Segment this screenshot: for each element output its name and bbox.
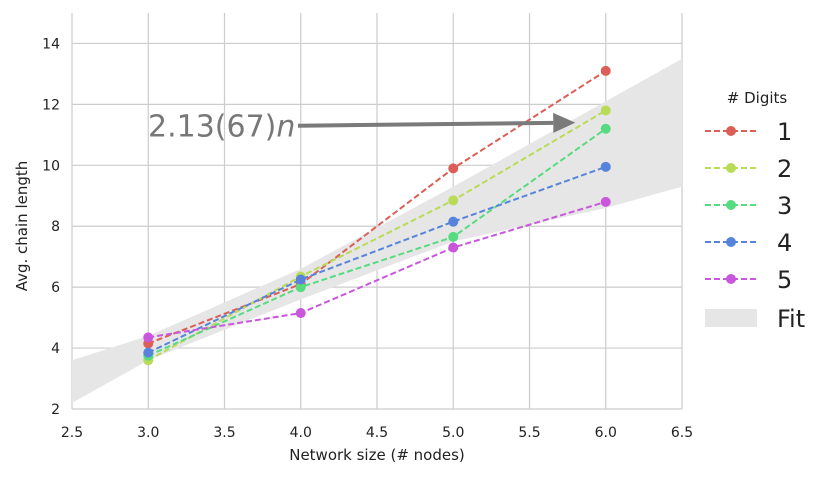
x-tick-label: 4.0: [290, 425, 312, 441]
legend-title: # Digits: [727, 89, 788, 107]
data-point: [295, 274, 306, 285]
x-ticks: 2.5 3.0 3.5 4.0 4.5 5.0 5.5 6.0 6.5: [61, 425, 693, 441]
series-5: [143, 196, 611, 343]
y-tick-label: 6: [51, 280, 60, 296]
y-tick-label: 12: [42, 97, 60, 113]
y-axis-label: Avg. chain length: [13, 161, 31, 292]
legend-label: 5: [777, 266, 792, 294]
legend-label: 3: [777, 192, 792, 220]
legend: # Digits 1 2 3 4 5 Fit: [705, 89, 805, 333]
legend-item-1: 1: [705, 118, 792, 146]
data-point: [448, 242, 459, 253]
series-lines: [143, 65, 611, 366]
legend-item-2: 2: [705, 155, 792, 183]
legend-item-4: 4: [705, 229, 792, 257]
x-tick-label: 6.0: [595, 425, 617, 441]
series-4: [143, 161, 611, 358]
series-line: [147, 165, 607, 354]
legend-marker: [726, 126, 736, 136]
x-tick-label: 2.5: [61, 425, 83, 441]
annotation-arrow-shaft: [297, 120, 554, 128]
series-line: [148, 200, 607, 339]
series-line: [147, 127, 607, 357]
x-axis-label: Network size (# nodes): [289, 446, 465, 464]
annotation-text: 2.13(67)n: [148, 110, 295, 145]
data-point: [600, 105, 611, 116]
legend-label: Fit: [777, 305, 805, 333]
data-point: [448, 163, 459, 174]
data-point: [600, 123, 611, 134]
data-point: [448, 231, 459, 242]
legend-item-3: 3: [705, 192, 792, 220]
legend-marker: [726, 200, 736, 210]
series-line: [147, 70, 607, 345]
annotation-variable: n: [276, 110, 295, 145]
y-ticks: 2 4 6 8 10 12 14: [42, 36, 60, 418]
data-point: [448, 216, 459, 227]
x-tick-label: 3.0: [137, 425, 159, 441]
x-tick-label: 5.0: [442, 425, 464, 441]
data-point: [295, 282, 306, 293]
y-tick-label: 14: [42, 36, 60, 52]
y-tick-label: 8: [51, 219, 60, 235]
legend-label: 4: [777, 229, 792, 257]
legend-item-fit: Fit: [705, 305, 805, 333]
y-tick-label: 10: [42, 158, 60, 174]
x-tick-label: 3.5: [213, 425, 235, 441]
annotation-arrow-head: [553, 112, 576, 133]
x-tick-label: 4.5: [366, 425, 388, 441]
y-tick-label: 2: [51, 402, 60, 418]
y-tick-label: 4: [51, 341, 60, 357]
data-point: [448, 195, 459, 206]
fit-annotation: 2.13(67)n: [148, 110, 576, 145]
x-tick-label: 5.5: [518, 425, 540, 441]
legend-marker: [726, 274, 736, 284]
legend-marker: [726, 237, 736, 247]
data-point: [600, 65, 611, 76]
legend-label: 1: [777, 118, 792, 146]
data-point: [143, 347, 154, 358]
legend-item-5: 5: [705, 266, 792, 294]
legend-marker: [726, 163, 736, 173]
legend-label: 2: [777, 155, 792, 183]
data-point: [600, 161, 611, 172]
data-point: [600, 196, 611, 207]
annotation-coefficient: 2.13(67): [148, 110, 276, 145]
data-point: [143, 332, 154, 343]
series-line: [147, 109, 607, 362]
legend-fit-swatch: [705, 309, 757, 327]
x-tick-label: 6.5: [671, 425, 693, 441]
data-point: [295, 308, 306, 319]
